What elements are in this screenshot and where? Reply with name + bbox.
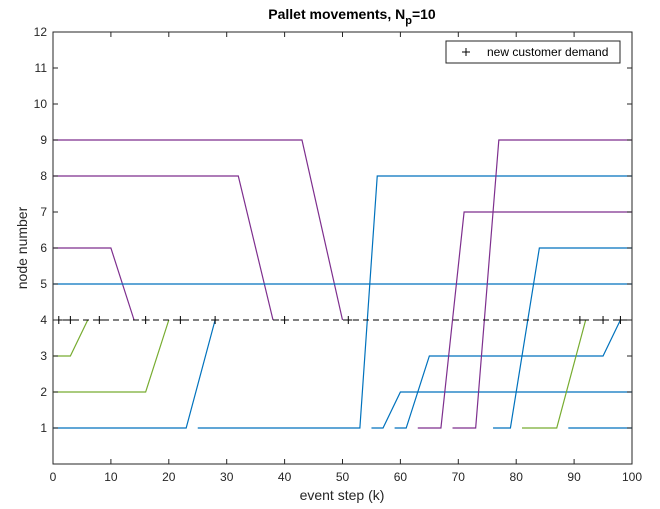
x-tick-label: 90: [567, 470, 581, 484]
demand-marker-7: [280, 316, 289, 324]
demand-marker-8: [344, 316, 353, 324]
x-tick-label: 60: [394, 470, 408, 484]
demand-layer: [53, 316, 632, 324]
y-tick-label: 2: [40, 385, 47, 399]
y-tick-label: 11: [35, 61, 48, 75]
x-tick-label: 80: [510, 470, 524, 484]
y-tick-label: 4: [40, 313, 47, 327]
y-tick-label: 1: [40, 421, 47, 435]
series-line-11: [417, 211, 632, 429]
series-line-13: [493, 247, 632, 429]
series-line-1: [53, 319, 89, 357]
series-line-14: [521, 319, 587, 429]
legend-box: [445, 40, 621, 64]
x-tick-label: 30: [220, 470, 234, 484]
demand-marker-11: [616, 316, 625, 324]
series-line-2: [53, 319, 170, 393]
y-tick-label: 5: [40, 277, 47, 291]
demand-marker-2: [66, 316, 75, 324]
x-tick-label: 40: [278, 470, 292, 484]
y-tick-label: 12: [34, 25, 48, 39]
demand-marker-5: [176, 316, 185, 324]
x-axis-ticks: 0 10 20 30 40 50 60 70 80 90 100: [50, 32, 642, 484]
demand-marker-6: [211, 316, 220, 324]
y-tick-label: 7: [40, 205, 47, 219]
demand-marker-4: [141, 316, 150, 324]
x-tick-label: 20: [162, 470, 176, 484]
legend-marker: [462, 48, 470, 56]
x-tick-label: 10: [104, 470, 118, 484]
x-axis-label: event step (k): [300, 487, 385, 503]
y-tick-label: 9: [40, 133, 47, 147]
y-tick-label: 3: [40, 349, 47, 363]
series-line-7: [53, 319, 216, 429]
series-line-8: [197, 175, 632, 429]
x-tick-label: 70: [452, 470, 466, 484]
x-tick-label: 100: [622, 470, 642, 484]
legend: new customer demand: [445, 40, 621, 64]
demand-marker-10: [599, 316, 608, 324]
demand-marker-9: [575, 316, 584, 324]
y-tick-label: 6: [40, 241, 47, 255]
series-line-12: [452, 139, 632, 429]
series-layer: [53, 139, 632, 429]
x-tick-label: 50: [336, 470, 350, 484]
series-line-10: [394, 319, 621, 429]
y-tick-label: 8: [40, 169, 47, 183]
series-line-5: [53, 139, 344, 321]
legend-label: new customer demand: [487, 45, 608, 59]
y-tick-label: 10: [34, 97, 48, 111]
x-tick-label: 0: [50, 470, 57, 484]
demand-marker-3: [95, 316, 104, 324]
y-axis-label: node number: [14, 206, 30, 289]
series-line-3: [53, 247, 135, 321]
series-line-4: [53, 175, 274, 321]
chart-title: Pallet movements, Np=10: [268, 6, 436, 27]
